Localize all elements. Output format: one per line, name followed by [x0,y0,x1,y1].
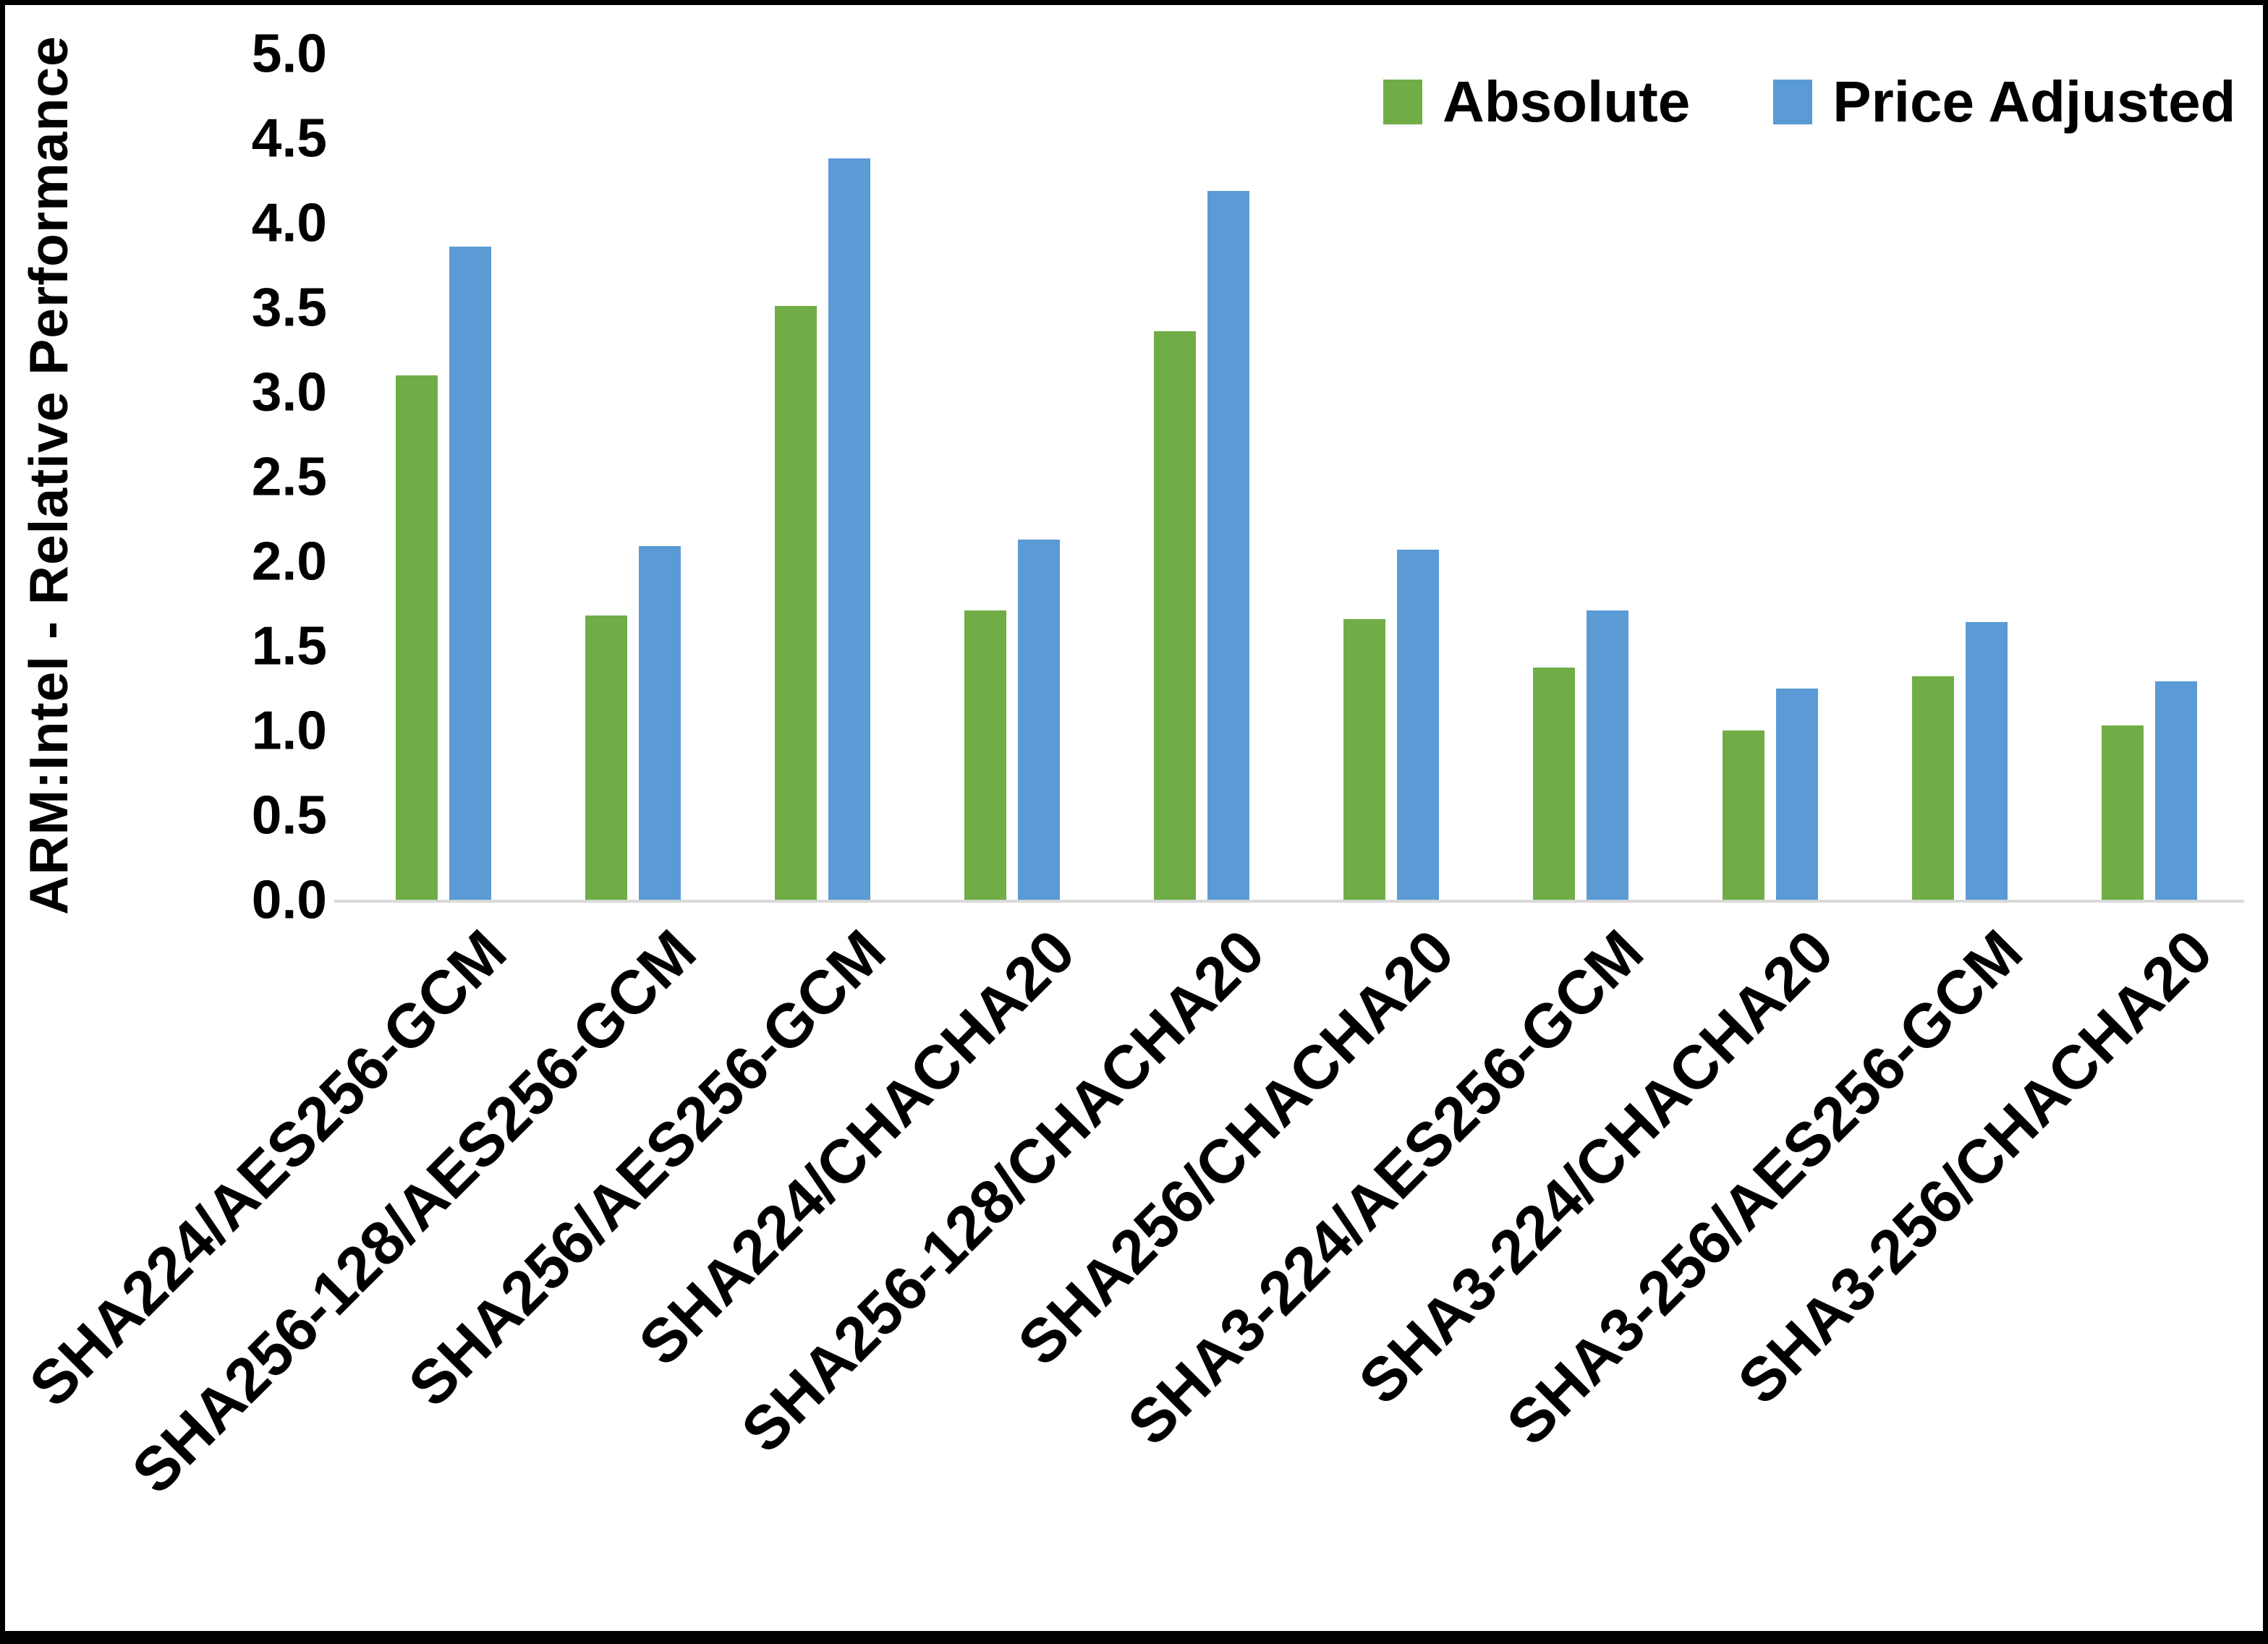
legend: Absolute Price Adjusted [1383,69,2235,135]
bar [1207,190,1249,900]
y-tick-label: 2.5 [251,446,327,507]
y-tick-label: 0.0 [251,869,327,930]
bar [1154,331,1196,900]
y-tick-label: 3.5 [251,276,327,338]
bar [1723,731,1764,900]
bar [1776,688,1818,900]
y-tick-label: 1.5 [251,615,327,676]
bar [2102,725,2144,900]
bar [775,305,817,900]
bar [2155,681,2197,900]
bar [1397,549,1439,900]
bar [1587,610,1628,900]
legend-swatch-price-adjusted [1773,80,1813,124]
y-tick-label: 1.0 [251,699,327,761]
bar-group [349,54,538,900]
legend-label-absolute: Absolute [1443,69,1691,134]
bar-group [2055,54,2244,900]
bar [396,375,438,900]
bar [449,246,491,900]
legend-item-absolute: Absolute [1383,69,1690,135]
bar [964,610,1006,900]
bar-group [1675,54,1865,900]
bars-container [349,54,2244,900]
bar [1533,668,1575,900]
x-axis-line [334,900,2244,903]
plot-area: 0.0 0.5 1.0 1.5 2.0 2.5 3.0 3.5 4.0 4.5 5.0 SHA224… [17,26,2244,1507]
y-tick-label: 3.0 [251,361,327,422]
legend-label-price-adjusted: Price Adjusted [1832,69,2236,134]
bar [585,615,627,900]
legend-item-price-adjusted: Price Adjusted [1773,69,2235,135]
bar-group [728,54,917,900]
bar [1018,539,1060,900]
bar [1343,618,1385,900]
y-tick-label: 2.0 [251,530,327,592]
y-tick-label: 5.0 [251,22,327,84]
legend-swatch-absolute [1383,80,1422,124]
bar-group [538,54,728,900]
bar-group [917,54,1107,900]
bar-group [1296,54,1486,900]
bar-group [1107,54,1296,900]
bar [828,158,870,900]
y-tick-label: 0.5 [251,784,327,846]
y-axis-title: ARM:Intel - Relative Performance [18,35,79,915]
bar-group [1486,54,1675,900]
bar [1966,622,2008,900]
bar [639,545,681,900]
y-tick-label: 4.5 [251,107,327,169]
bar [1912,676,1954,900]
bar-group [1865,54,2055,900]
y-tick-label: 4.0 [251,192,327,253]
